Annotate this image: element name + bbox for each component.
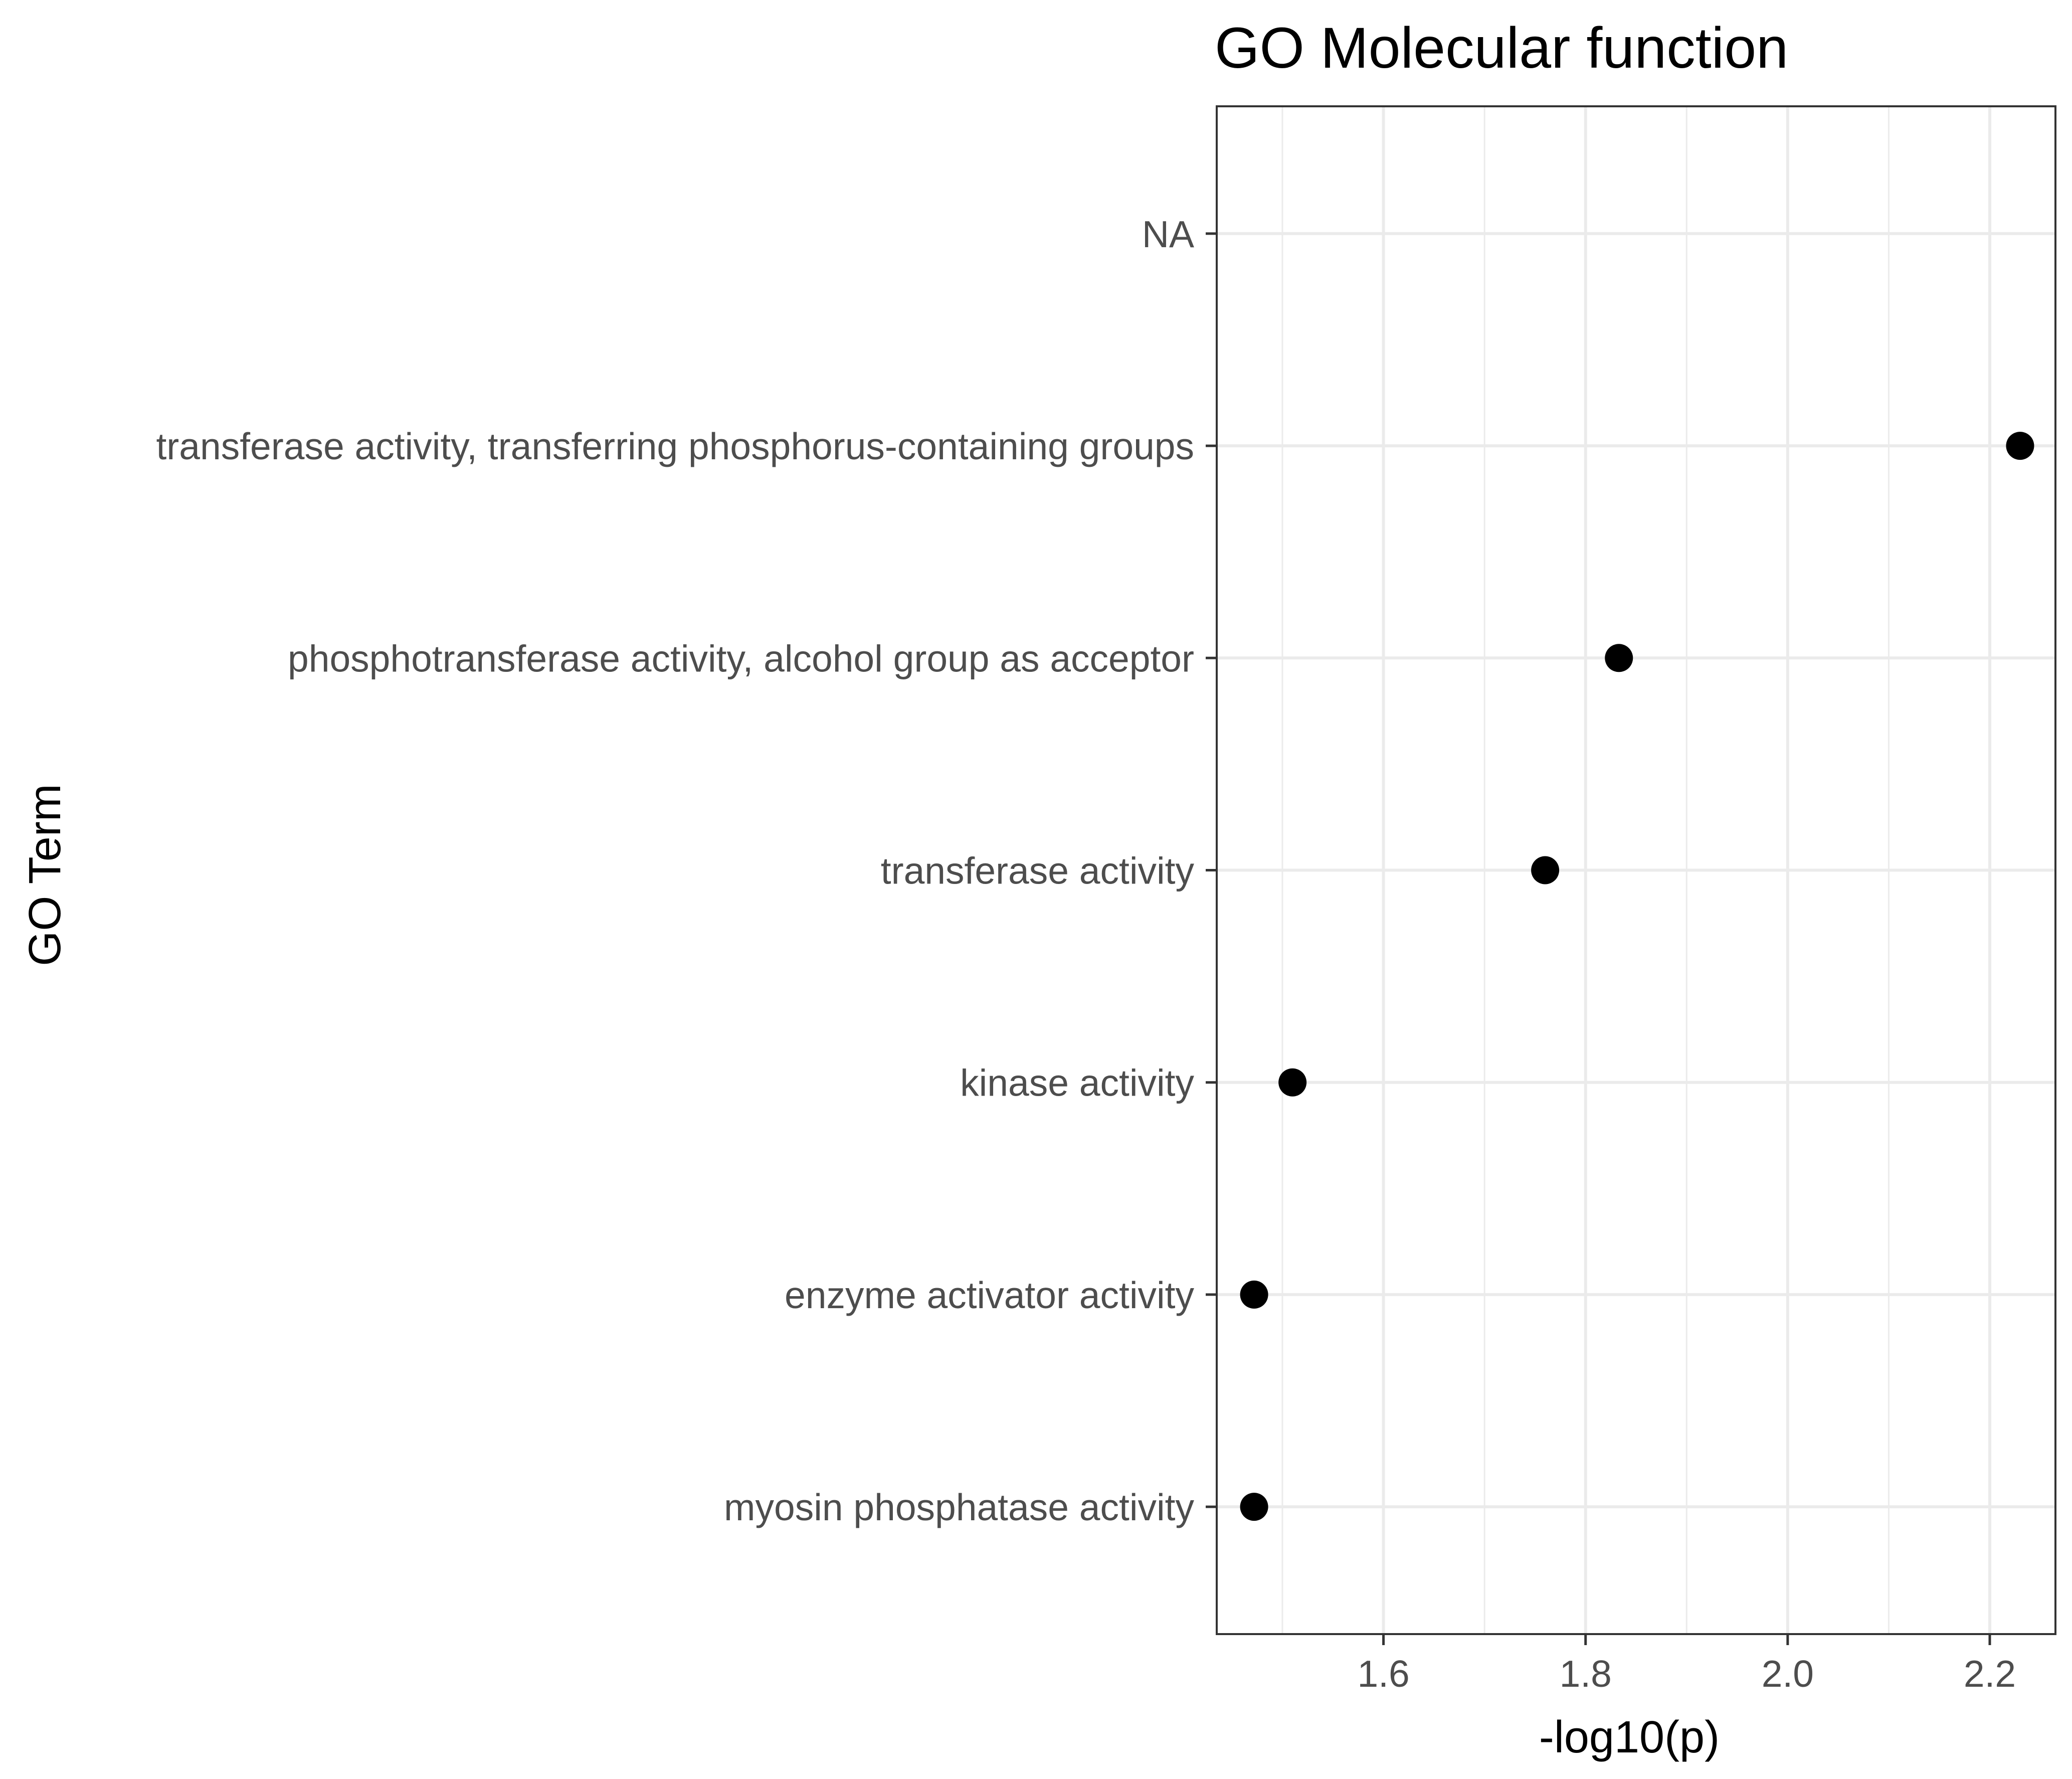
axis-ticks: 1.6 1.8 2.0 2.2 NA transferase activity, tran… [156,213,2016,1695]
y-tick-label: enzyme activator activity [785,1274,1194,1316]
y-tick-label: transferase activity [881,850,1195,892]
data-point [2006,432,2034,460]
x-axis-title: -log10(p) [1539,1712,1720,1762]
data-point [1531,856,1560,884]
x-tick-label: 1.8 [1560,1653,1612,1695]
chart-title: GO Molecular function [1215,16,1788,80]
panel-border [1216,105,2056,1635]
grid [1217,106,2055,1634]
y-tick-label: transferase activity, transferring phosp… [156,425,1194,467]
x-tick-label: 1.6 [1357,1653,1409,1695]
x-tick-label: 2.0 [1762,1653,1814,1695]
data-point [1240,1493,1268,1521]
y-tick-label: kinase activity [960,1062,1194,1104]
data-points [1240,432,2034,1521]
data-point [1278,1068,1307,1097]
data-point [1605,644,1633,672]
y-tick-label: myosin phosphatase activity [724,1486,1194,1528]
y-axis-title: GO Term [20,784,70,966]
y-tick-label: NA [1142,213,1194,255]
y-tick-label: phosphotransferase activity, alcohol gro… [288,637,1194,679]
data-point [1240,1280,1268,1309]
x-tick-label: 2.2 [1964,1653,2016,1695]
